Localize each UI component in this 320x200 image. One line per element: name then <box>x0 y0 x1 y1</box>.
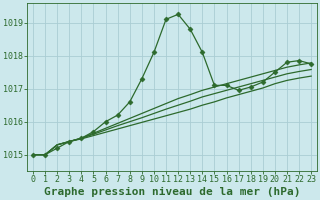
X-axis label: Graphe pression niveau de la mer (hPa): Graphe pression niveau de la mer (hPa) <box>44 187 300 197</box>
